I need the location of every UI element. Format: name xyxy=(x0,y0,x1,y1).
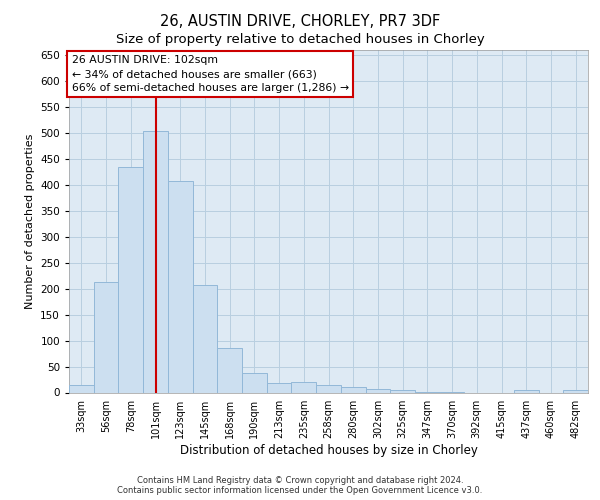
Bar xyxy=(143,132,168,392)
Bar xyxy=(390,390,415,392)
Text: 26, AUSTIN DRIVE, CHORLEY, PR7 3DF: 26, AUSTIN DRIVE, CHORLEY, PR7 3DF xyxy=(160,14,440,29)
Text: Contains HM Land Registry data © Crown copyright and database right 2024.: Contains HM Land Registry data © Crown c… xyxy=(137,476,463,485)
Bar xyxy=(341,388,365,392)
Bar xyxy=(514,390,539,392)
Bar xyxy=(118,167,143,392)
Bar xyxy=(292,382,316,392)
Bar xyxy=(193,285,217,393)
Text: Size of property relative to detached houses in Chorley: Size of property relative to detached ho… xyxy=(116,32,484,46)
Y-axis label: Number of detached properties: Number of detached properties xyxy=(25,134,35,309)
Bar xyxy=(242,373,267,392)
Bar xyxy=(94,282,118,393)
Bar xyxy=(69,384,94,392)
Bar xyxy=(316,384,341,392)
Bar xyxy=(217,348,242,393)
Bar xyxy=(563,390,588,392)
Bar xyxy=(365,390,390,392)
X-axis label: Distribution of detached houses by size in Chorley: Distribution of detached houses by size … xyxy=(179,444,478,456)
Bar xyxy=(168,182,193,392)
Text: 26 AUSTIN DRIVE: 102sqm
← 34% of detached houses are smaller (663)
66% of semi-d: 26 AUSTIN DRIVE: 102sqm ← 34% of detache… xyxy=(71,55,349,93)
Bar xyxy=(267,382,292,392)
Text: Contains public sector information licensed under the Open Government Licence v3: Contains public sector information licen… xyxy=(118,486,482,495)
